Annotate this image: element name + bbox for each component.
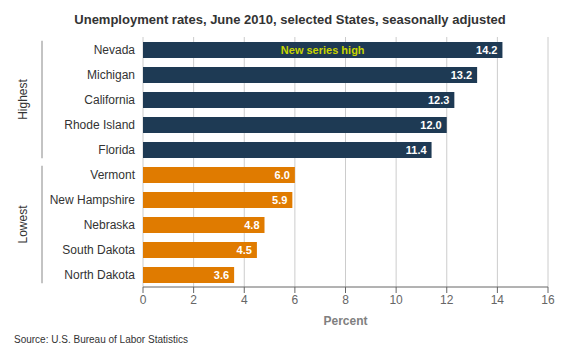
svg-text:California: California — [84, 93, 135, 107]
svg-text:Nevada: Nevada — [94, 43, 136, 57]
svg-text:13.2: 13.2 — [451, 69, 472, 81]
svg-text:Highest: Highest — [16, 78, 30, 119]
svg-text:Lowest: Lowest — [16, 205, 30, 244]
svg-text:6: 6 — [292, 293, 299, 307]
svg-text:0: 0 — [140, 293, 147, 307]
svg-text:Michigan: Michigan — [87, 68, 135, 82]
svg-text:5.9: 5.9 — [272, 194, 287, 206]
svg-text:2: 2 — [190, 293, 197, 307]
svg-text:8: 8 — [342, 293, 349, 307]
svg-text:14: 14 — [491, 293, 505, 307]
svg-text:12.0: 12.0 — [420, 119, 441, 131]
svg-text:4.8: 4.8 — [244, 219, 259, 231]
svg-text:11.4: 11.4 — [406, 144, 428, 156]
html-text:Source: U.S. Bureau of Labor S: Source: U.S. Bureau of Labor Statistics — [14, 334, 188, 345]
svg-text:Vermont: Vermont — [90, 168, 135, 182]
svg-text:New series high: New series high — [281, 44, 365, 56]
svg-text:North Dakota: North Dakota — [64, 268, 135, 282]
svg-text:Rhode Island: Rhode Island — [64, 118, 135, 132]
svg-text:10: 10 — [389, 293, 403, 307]
svg-text:12.3: 12.3 — [428, 94, 449, 106]
svg-text:New Hampshire: New Hampshire — [50, 193, 136, 207]
svg-text:South Dakota: South Dakota — [62, 243, 135, 257]
svg-text:Florida: Florida — [98, 143, 135, 157]
svg-text:4: 4 — [241, 293, 248, 307]
svg-text:6.0: 6.0 — [275, 169, 290, 181]
svg-text:12: 12 — [440, 293, 454, 307]
svg-text:4.5: 4.5 — [237, 244, 252, 256]
html-text:Unemployment rates, June 2010,: Unemployment rates, June 2010, selected … — [74, 12, 506, 27]
svg-text:14.2: 14.2 — [476, 44, 497, 56]
svg-text:Percent: Percent — [323, 314, 367, 328]
svg-text:3.6: 3.6 — [214, 269, 229, 281]
svg-text:Nebraska: Nebraska — [84, 218, 136, 232]
svg-text:16: 16 — [541, 293, 555, 307]
